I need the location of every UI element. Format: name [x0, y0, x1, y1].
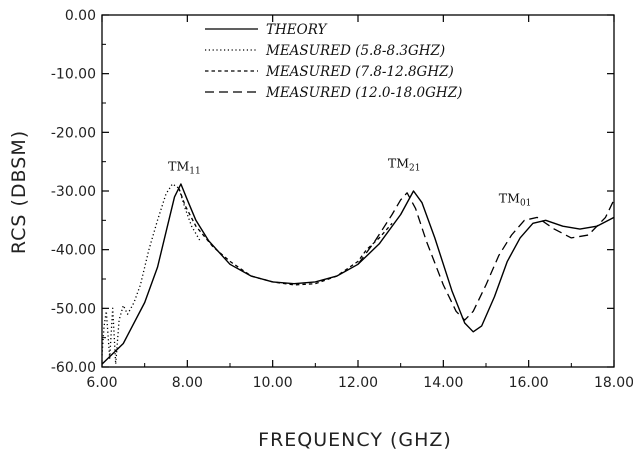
y-tick-label: -40.00	[51, 243, 96, 259]
y-axis-title: RCS (DBSM)	[8, 130, 30, 254]
mode-label-subscript: 21	[409, 164, 420, 174]
x-tick-label: 10.00	[253, 375, 293, 391]
y-tick-label: -20.00	[51, 125, 96, 141]
mode-label-subscript: 11	[189, 166, 200, 176]
y-tick-label: -60.00	[51, 360, 96, 376]
ticks-layer: 6.00 8.00 10.00 12.00 14.00 16.00 18.00 0.00 -10…	[51, 8, 633, 391]
series-layer	[101, 183, 615, 365]
x-tick-label: 12.00	[338, 375, 378, 391]
mode-label: TM11	[168, 158, 201, 176]
mode-label-main: TM	[168, 158, 189, 173]
y-tick-label: -50.00	[51, 301, 96, 317]
y-tick-label: -10.00	[51, 67, 96, 83]
x-tick-label: 14.00	[423, 375, 463, 391]
legend-label: MEASURED (5.8-8.3GHZ)	[265, 43, 445, 59]
legend-label: MEASURED (12.0-18.0GHZ)	[265, 85, 462, 101]
mode-label: TM21	[388, 156, 421, 174]
y-tick-label: 0.00	[65, 8, 96, 24]
x-tick-label: 16.00	[509, 375, 549, 391]
x-tick-label: 18.00	[594, 375, 633, 391]
series-line-3	[357, 192, 615, 321]
x-tick-label: 8.00	[172, 375, 203, 391]
series-line-1	[101, 183, 201, 365]
series-line-2	[178, 187, 393, 286]
y-tick-label: -30.00	[51, 184, 96, 200]
legend-label: THEORY	[266, 22, 327, 38]
x-axis-title: FREQUENCY (GHZ)	[258, 429, 452, 451]
legend-label: MEASURED (7.8-12.8GHZ)	[265, 64, 454, 80]
mode-label-main: TM	[388, 156, 409, 171]
mode-label: TM01	[499, 191, 532, 209]
mode-label-main: TM	[499, 191, 520, 206]
legend: THEORY MEASURED (5.8-8.3GHZ) MEASURED (7.8…	[205, 22, 462, 101]
series-line-0	[101, 183, 615, 365]
mode-label-subscript: 01	[520, 199, 531, 209]
x-tick-label: 6.00	[86, 375, 117, 391]
